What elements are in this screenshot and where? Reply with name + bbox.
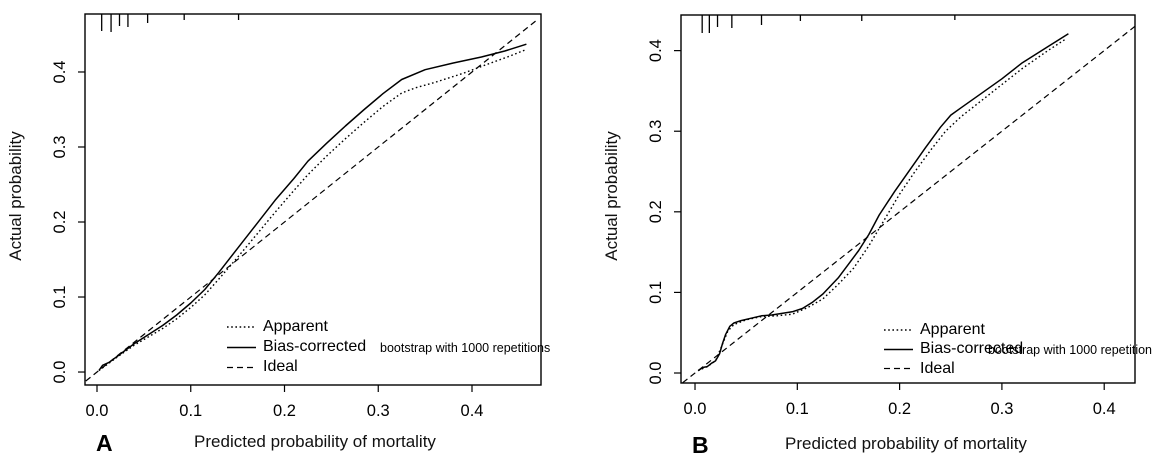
panel-b-x-tick-label: 0.0	[684, 400, 707, 418]
panel-a-x-tick-label: 0.0	[86, 402, 109, 420]
panel-a-y-tick-label: 0.3	[51, 136, 69, 159]
panel-b-x-axis-title: Predicted probability of mortality	[785, 434, 1027, 453]
panel-a-x-axis-title: Predicted probability of mortality	[194, 432, 436, 451]
panel-a-curve-bias-corrected	[98, 43, 527, 371]
panel-b-y-tick-label: 0.3	[647, 120, 665, 143]
panel-b-curve-bias-corrected	[697, 33, 1069, 372]
panel-b-legend-ideal-label: Ideal	[920, 360, 955, 377]
panel-a-y-tick-label: 0.1	[51, 286, 69, 309]
panel-a-plot-box	[84, 13, 542, 386]
panel-b-label: B	[692, 432, 709, 458]
panel-a-legend-apparent-label: Apparent	[263, 318, 328, 335]
panel-b-x-tick-label: 0.1	[786, 400, 809, 418]
panel-b-x-tick-label: 0.4	[1093, 400, 1116, 418]
panel-b-x-tick-label: 0.3	[990, 400, 1013, 418]
panel-b-y-tick-label: 0.0	[647, 362, 665, 385]
panel-a-curve-ideal	[85, 19, 538, 382]
panel-a-curve-apparent	[98, 49, 525, 372]
panel-b-legend-apparent-label: Apparent	[920, 321, 985, 338]
panel-b-plot-box	[680, 14, 1136, 384]
panel-b-curve-apparent	[697, 38, 1066, 372]
panel-a-y-axis-title: Actual probability	[6, 131, 25, 261]
panel-a-bootstrap-note: bootstrap with 1000 repetitions	[380, 341, 551, 355]
panel-a-legend-bias-corrected-label: Bias-corrected	[263, 338, 367, 355]
panel-a-y-tick-label: 0.4	[51, 61, 69, 84]
panel-b-y-axis-title: Actual probability	[602, 131, 621, 261]
panel-b-y-tick-label: 0.2	[647, 200, 665, 223]
panel-b-bootstrap-note: bootstrap with 1000 repetitions	[988, 343, 1152, 357]
panel-b-y-tick-label: 0.1	[647, 281, 665, 304]
panel-a-x-tick-label: 0.2	[273, 402, 296, 420]
panel-b-curve-ideal	[682, 25, 1136, 384]
panel-a-x-tick-label: 0.4	[461, 402, 484, 420]
panel-a-y-tick-label: 0.0	[51, 361, 69, 384]
panel-a-x-tick-label: 0.3	[367, 402, 390, 420]
panel-a-x-tick-label: 0.1	[179, 402, 202, 420]
panel-a-label: A	[96, 430, 113, 456]
panel-b-x-tick-label: 0.2	[888, 400, 911, 418]
panel-a-y-tick-label: 0.2	[51, 211, 69, 234]
panel-b-legend-bias-corrected-label: Bias-corrected	[920, 340, 1024, 357]
panel-a-legend-ideal-label: Ideal	[263, 358, 298, 375]
panel-b-y-tick-label: 0.4	[647, 39, 665, 62]
